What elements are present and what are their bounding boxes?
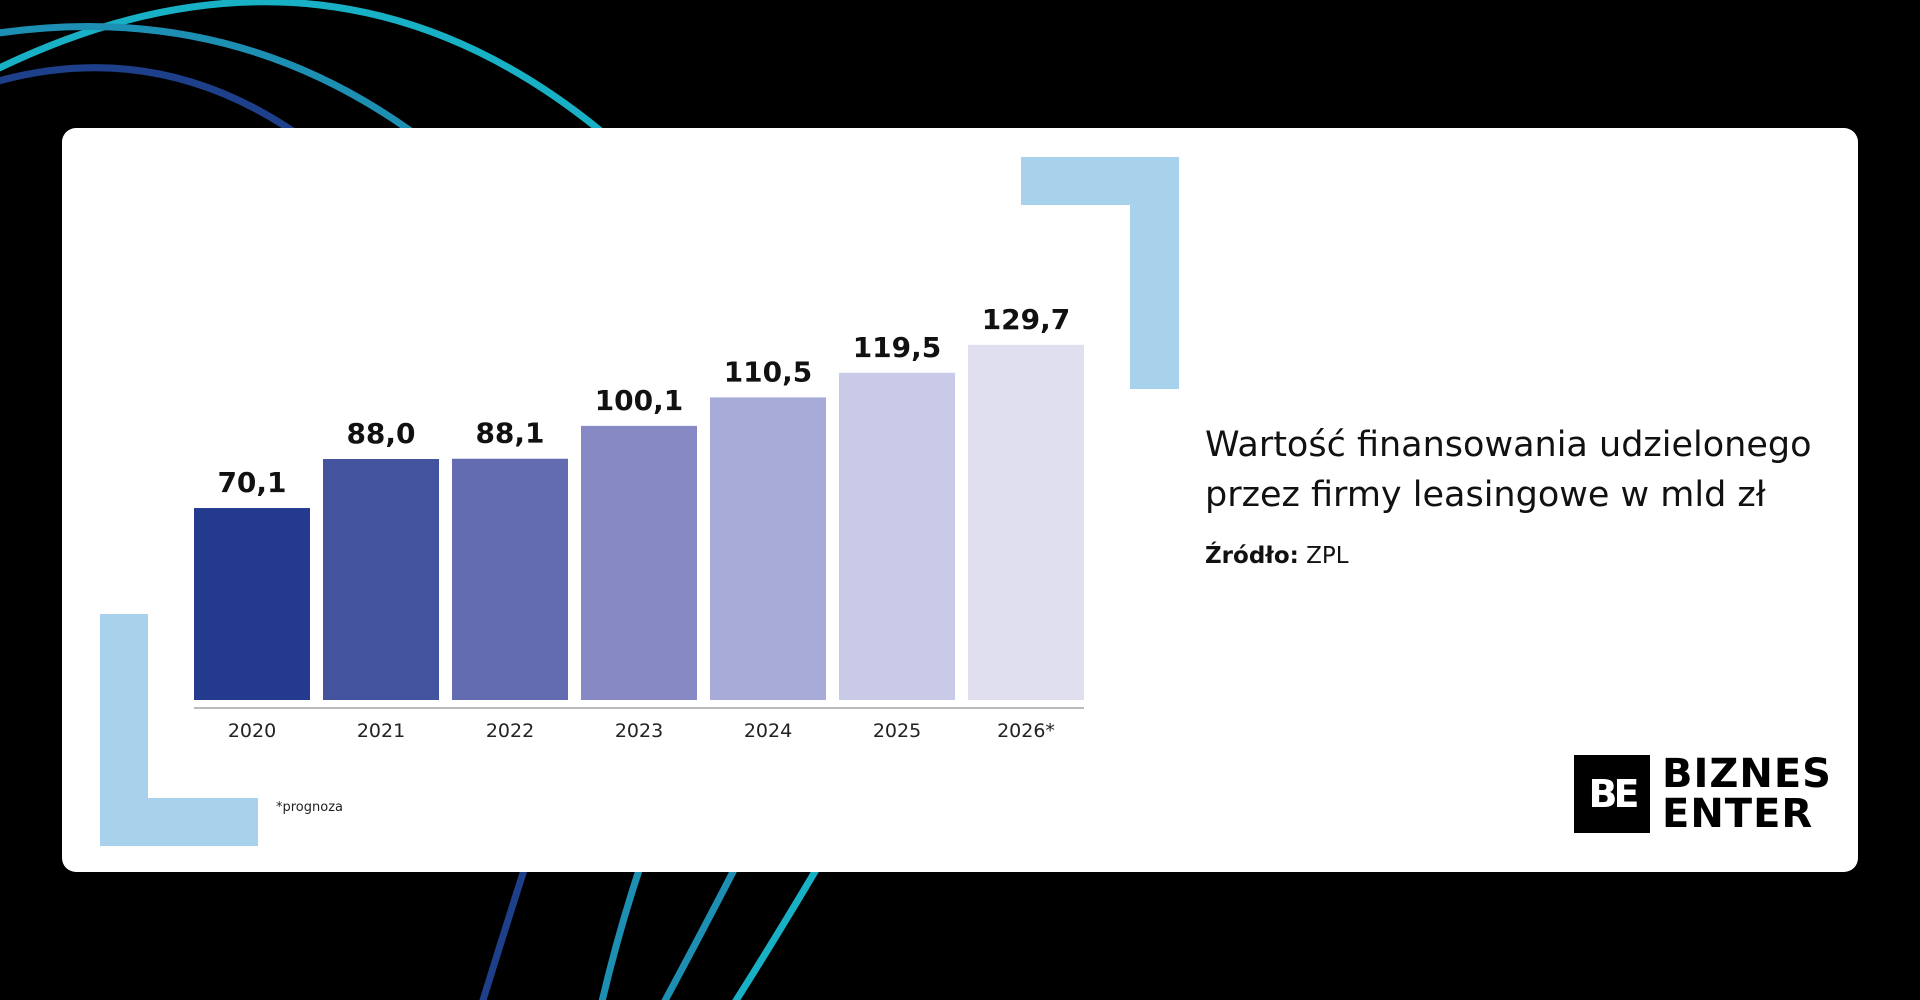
x-tick-label: 2024 xyxy=(744,720,792,742)
logo-mark: BE xyxy=(1574,755,1650,833)
logo-line-2: ENTER xyxy=(1662,791,1814,837)
x-tick-label: 2021 xyxy=(357,720,405,742)
x-tick-label: 2022 xyxy=(486,720,534,742)
bar-value-label: 88,1 xyxy=(475,417,544,450)
logo-line-1: BIZNES xyxy=(1662,751,1832,797)
corner-accent-bottom-left xyxy=(100,614,258,846)
x-tick-label: 2025 xyxy=(873,720,921,742)
bar-2024 xyxy=(710,397,826,700)
source-value: ZPL xyxy=(1298,543,1349,569)
bar-2023 xyxy=(581,425,697,700)
source-line: Źródło: ZPL xyxy=(1205,543,1349,569)
x-tick-label: 2023 xyxy=(615,720,663,742)
bar-value-label: 110,5 xyxy=(724,355,813,388)
bar-2026* xyxy=(968,344,1084,700)
bar-value-label: 88,0 xyxy=(346,417,415,450)
x-tick-label: 2020 xyxy=(228,720,276,742)
bar-2020 xyxy=(194,508,310,700)
logo-wordmark: BIZNES ENTER xyxy=(1662,754,1832,834)
source-label: Źródło: xyxy=(1205,543,1299,569)
chart-card: 70,1 2020 88,0 2021 88,1 2022 100,1 2023 110,5 20… xyxy=(62,128,1858,872)
chart-title: Wartość finansowania udzielonego przez f… xyxy=(1205,425,1812,515)
bar-2022 xyxy=(452,458,568,700)
bar-value-label: 70,1 xyxy=(217,466,286,499)
bar-value-label: 119,5 xyxy=(853,331,942,364)
bar-2025 xyxy=(839,372,955,700)
bars-group: 70,1 2020 88,0 2021 88,1 2022 100,1 2023 110,5 20… xyxy=(194,303,1084,742)
bar-2021 xyxy=(323,459,439,700)
corner-accent-top-right xyxy=(1021,157,1179,389)
bar-value-label: 100,1 xyxy=(595,384,684,417)
forecast-footnote: *prognoza xyxy=(276,800,343,815)
bar-value-label: 129,7 xyxy=(982,303,1071,336)
bar-chart: 70,1 2020 88,0 2021 88,1 2022 100,1 2023 110,5 20… xyxy=(100,157,1179,846)
x-tick-label: 2026* xyxy=(997,720,1055,742)
biznes-enter-logo: BE BIZNES ENTER xyxy=(1574,754,1832,834)
